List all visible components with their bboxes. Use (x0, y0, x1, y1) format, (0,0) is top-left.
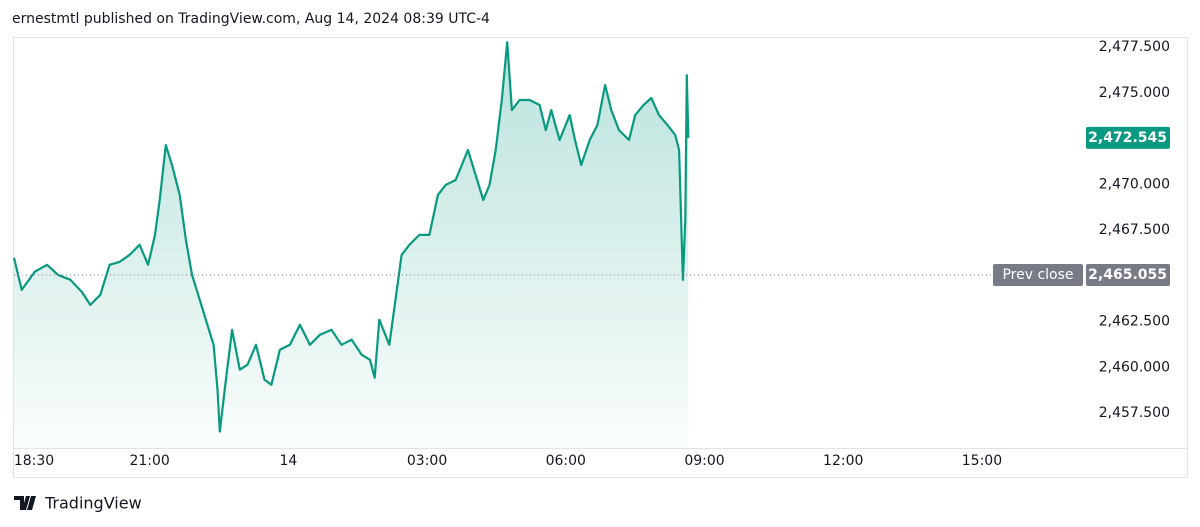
y-tick-label: 2,467.500 (1099, 222, 1170, 238)
prev-close-tag (993, 263, 1083, 286)
x-tick-label: 14 (279, 453, 297, 469)
prev-close-name: Prev close (1002, 267, 1073, 283)
y-tick-label: 2,462.500 (1099, 314, 1170, 330)
header-title: ernestmtl published on TradingView.com, … (12, 11, 490, 27)
x-tick-label: 06:00 (546, 453, 586, 469)
x-tick-label: 18:30 (14, 453, 54, 469)
x-tick-label: 21:00 (129, 453, 169, 469)
area-fill (14, 42, 689, 448)
y-tick-label: 2,460.000 (1099, 359, 1170, 375)
y-tick-label: 2,475.000 (1099, 85, 1170, 101)
x-tick-label: 03:00 (407, 453, 447, 469)
x-tick-label: 09:00 (684, 453, 724, 469)
y-tick-label: 2,470.000 (1099, 176, 1170, 192)
price-line (12, 41, 690, 433)
x-tick-label: 15:00 (962, 453, 1002, 469)
brand-name: TradingView (44, 494, 142, 513)
y-tick-label: 2,457.500 (1099, 405, 1170, 421)
brand-logo: TradingView (14, 494, 142, 513)
y-tick-label: 2,477.500 (1099, 39, 1170, 55)
prev-close-value: 2,465.055 (1088, 267, 1167, 283)
x-tick-label: 12:00 (823, 453, 863, 469)
prev-close-value-tag (1086, 263, 1170, 286)
chart-frame (13, 37, 1188, 478)
last-price-tag (1086, 126, 1170, 149)
last-price-label: 2,472.545 (1088, 130, 1167, 146)
